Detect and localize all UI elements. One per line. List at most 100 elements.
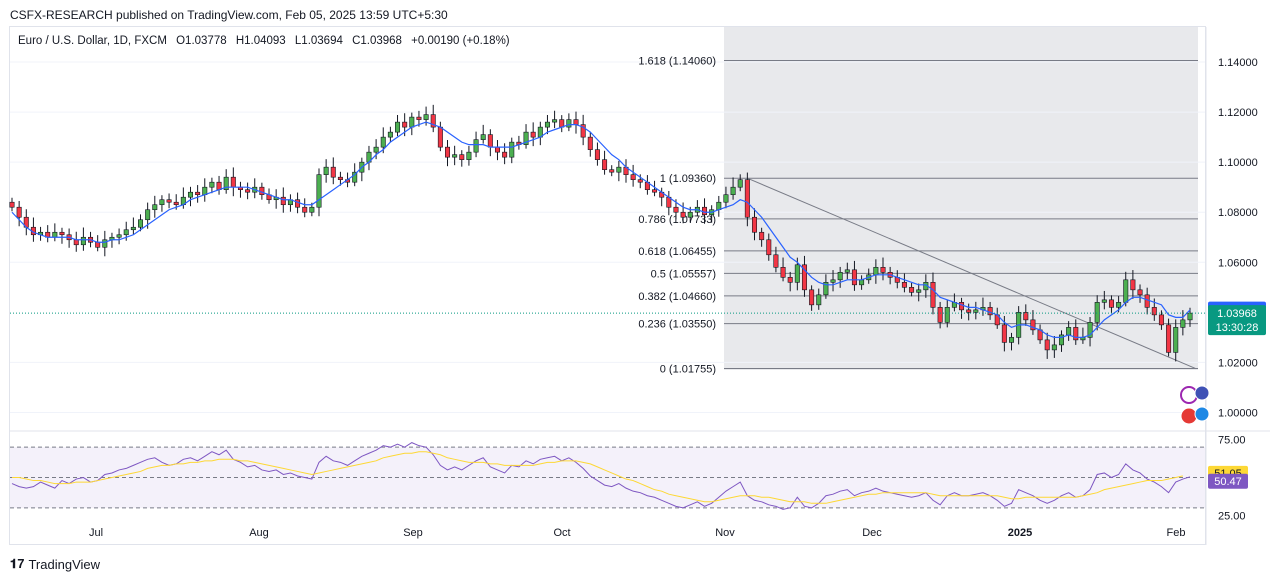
candle-body	[1066, 327, 1072, 336]
candle	[537, 121, 543, 146]
candle	[366, 145, 372, 171]
candle	[9, 197, 15, 212]
fib-label-7: 0 (1.01755)	[660, 364, 716, 376]
candle	[202, 178, 208, 202]
candle	[409, 112, 415, 136]
price-tick-label: 1.02000	[1218, 357, 1258, 369]
candle-body	[145, 209, 151, 221]
candle-body	[452, 154, 458, 158]
candle-body	[730, 186, 736, 196]
candle	[723, 186, 729, 209]
candle-body	[159, 199, 165, 206]
candle	[166, 193, 172, 209]
candle-body	[16, 206, 22, 218]
candle	[487, 129, 493, 157]
ohlc-change: +0.00190 (+0.18%)	[411, 35, 510, 47]
candle	[587, 131, 593, 157]
candle	[152, 195, 158, 218]
candle-body	[130, 226, 136, 231]
ohlc-low: L1.03694	[294, 35, 343, 47]
candle-body	[737, 179, 743, 188]
candle	[245, 182, 251, 200]
candle	[30, 217, 36, 242]
candle	[459, 150, 465, 167]
candle	[644, 175, 650, 195]
price-tick-label: 1.08000	[1218, 207, 1258, 219]
candle	[237, 181, 243, 198]
candle-body	[316, 174, 322, 208]
candle-body	[73, 239, 79, 246]
candle	[223, 169, 229, 194]
candle-body	[1187, 312, 1193, 321]
candle-body	[609, 169, 615, 173]
candle-body	[930, 282, 936, 308]
candle	[130, 217, 136, 235]
last-price-badge	[1208, 305, 1266, 336]
candle-body	[445, 146, 451, 158]
candle-body	[766, 239, 772, 256]
ohlc-open: O1.03778	[176, 35, 227, 47]
candle-body	[459, 154, 465, 160]
candle	[751, 208, 757, 241]
candle-body	[330, 166, 336, 178]
candle-body	[744, 179, 750, 218]
candle-body	[587, 136, 593, 150]
candle	[630, 164, 636, 187]
symbol-name[interactable]: Euro / U.S. Dollar, 1D, FXCM	[18, 35, 167, 47]
candle	[787, 271, 793, 292]
candle-body	[173, 201, 179, 206]
lightning-event-icon	[1180, 386, 1198, 404]
candle	[566, 113, 572, 132]
candle	[187, 186, 193, 207]
candle	[880, 257, 886, 281]
candle	[16, 200, 22, 227]
candle	[830, 270, 836, 292]
candle-body	[1116, 302, 1122, 308]
candle	[373, 139, 379, 160]
candle	[1158, 310, 1164, 330]
candle	[95, 235, 101, 252]
candle	[573, 111, 579, 134]
candle-body	[1044, 339, 1050, 351]
candle	[209, 177, 215, 194]
rsi-ma-line	[12, 451, 1183, 504]
candle	[316, 168, 322, 217]
price-tick-label: 1.06000	[1218, 257, 1258, 269]
candle-body	[859, 279, 865, 286]
candle	[287, 194, 293, 212]
candle-body	[402, 121, 408, 128]
candle	[544, 114, 550, 135]
candle-body	[1030, 319, 1036, 331]
candle	[80, 227, 86, 251]
candle	[851, 260, 857, 291]
candle-body	[123, 229, 129, 236]
candle	[452, 145, 458, 166]
candle-body	[901, 282, 907, 288]
candle	[823, 274, 829, 299]
candle-body	[944, 307, 950, 323]
candle-body	[1130, 279, 1136, 291]
candle-body	[851, 269, 857, 286]
candle	[195, 185, 201, 203]
candle	[973, 301, 979, 320]
candle-body	[580, 124, 586, 138]
candle-body	[302, 206, 308, 213]
candle-body	[223, 176, 229, 191]
candle-body	[759, 231, 765, 241]
candle-body	[1166, 324, 1172, 353]
candle-body	[280, 196, 286, 206]
candle	[937, 301, 943, 329]
candle-body	[138, 219, 144, 228]
candle	[266, 188, 272, 204]
candle-body	[480, 134, 486, 140]
footer-brand[interactable]: 𝟏7 TradingView	[10, 556, 100, 572]
candle	[59, 227, 65, 244]
brand-label: TradingView	[28, 556, 101, 572]
candle	[616, 160, 622, 182]
candle-body	[880, 266, 886, 273]
candle	[716, 195, 722, 217]
candle	[323, 159, 329, 183]
candle-body	[373, 146, 379, 153]
candle	[680, 202, 686, 224]
